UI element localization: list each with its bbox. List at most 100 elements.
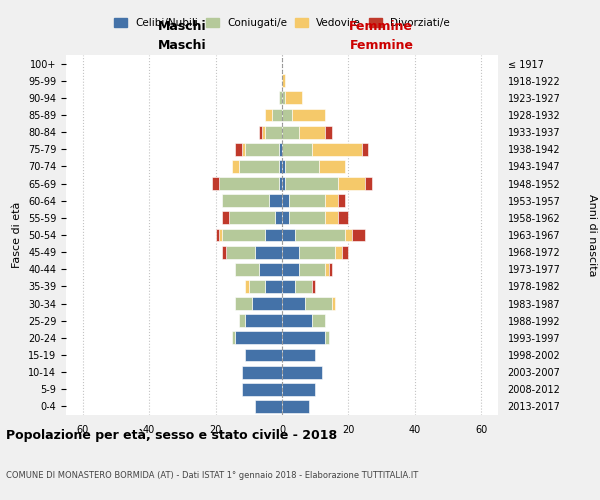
Bar <box>282 348 315 362</box>
Bar <box>245 143 278 156</box>
Bar <box>282 194 289 207</box>
Bar <box>219 177 278 190</box>
Bar <box>325 126 332 138</box>
Bar <box>265 108 272 122</box>
Bar <box>235 332 282 344</box>
Bar <box>325 332 329 344</box>
Bar <box>269 194 282 207</box>
Bar <box>286 160 319 173</box>
Bar <box>232 160 239 173</box>
Bar <box>265 228 282 241</box>
Bar <box>239 314 245 327</box>
Bar <box>215 228 219 241</box>
Bar <box>282 332 325 344</box>
Bar <box>256 246 282 258</box>
Text: COMUNE DI MONASTERO BORMIDA (AT) - Dati ISTAT 1° gennaio 2018 - Elaborazione TUT: COMUNE DI MONASTERO BORMIDA (AT) - Dati … <box>6 471 418 480</box>
Bar <box>229 212 275 224</box>
Bar <box>222 212 229 224</box>
Bar <box>282 263 299 276</box>
Bar <box>332 297 335 310</box>
Bar <box>342 246 349 258</box>
Bar <box>338 212 349 224</box>
Bar <box>245 314 282 327</box>
Bar <box>282 383 315 396</box>
Bar <box>312 314 325 327</box>
Text: Femmine: Femmine <box>350 38 413 52</box>
Bar <box>325 263 329 276</box>
Bar <box>282 143 312 156</box>
Bar <box>222 228 265 241</box>
Y-axis label: Fasce di età: Fasce di età <box>13 202 22 268</box>
Bar <box>289 194 325 207</box>
Bar <box>292 108 325 122</box>
Text: Popolazione per età, sesso e stato civile - 2018: Popolazione per età, sesso e stato civil… <box>6 430 337 442</box>
Bar <box>226 246 256 258</box>
Text: Maschi: Maschi <box>158 20 207 34</box>
Text: Femmine: Femmine <box>349 20 413 34</box>
Bar <box>278 92 282 104</box>
Bar <box>242 143 245 156</box>
Bar <box>242 383 282 396</box>
Bar <box>362 143 368 156</box>
Bar <box>286 177 338 190</box>
Bar <box>335 246 342 258</box>
Bar <box>282 366 322 378</box>
Bar <box>282 92 286 104</box>
Bar <box>282 297 305 310</box>
Bar <box>345 228 352 241</box>
Bar <box>272 108 282 122</box>
Bar <box>222 246 226 258</box>
Bar <box>329 263 332 276</box>
Bar <box>319 160 345 173</box>
Bar <box>325 212 338 224</box>
Bar <box>252 297 282 310</box>
Bar <box>365 177 372 190</box>
Legend: Celibi/Nubili, Coniugati/e, Vedovi/e, Divorziati/e: Celibi/Nubili, Coniugati/e, Vedovi/e, Di… <box>110 14 454 32</box>
Bar <box>249 280 265 293</box>
Bar <box>286 92 302 104</box>
Bar <box>212 177 219 190</box>
Bar <box>338 194 345 207</box>
Bar <box>235 263 259 276</box>
Text: Anni di nascita: Anni di nascita <box>587 194 597 276</box>
Bar <box>282 160 286 173</box>
Bar <box>259 126 262 138</box>
Bar <box>219 228 222 241</box>
Bar <box>256 400 282 413</box>
Bar <box>282 246 299 258</box>
Bar <box>305 297 332 310</box>
Bar <box>312 143 362 156</box>
Bar <box>278 160 282 173</box>
Bar <box>325 194 338 207</box>
Bar <box>278 143 282 156</box>
Bar <box>282 177 286 190</box>
Bar <box>282 108 292 122</box>
Text: Maschi: Maschi <box>158 38 206 52</box>
Bar <box>282 280 295 293</box>
Bar <box>352 228 365 241</box>
Bar <box>239 160 278 173</box>
Bar <box>245 348 282 362</box>
Bar <box>245 280 249 293</box>
Bar <box>278 177 282 190</box>
Bar <box>295 228 345 241</box>
Bar <box>235 297 252 310</box>
Bar <box>289 212 325 224</box>
Bar <box>282 400 308 413</box>
Bar <box>275 212 282 224</box>
Bar <box>282 126 299 138</box>
Bar <box>222 194 269 207</box>
Bar <box>282 228 295 241</box>
Bar <box>265 126 282 138</box>
Bar <box>282 212 289 224</box>
Bar <box>299 246 335 258</box>
Bar <box>338 177 365 190</box>
Bar <box>282 74 286 87</box>
Bar <box>232 332 235 344</box>
Bar <box>299 126 325 138</box>
Bar <box>259 263 282 276</box>
Bar <box>265 280 282 293</box>
Bar <box>295 280 312 293</box>
Bar <box>262 126 265 138</box>
Bar <box>312 280 315 293</box>
